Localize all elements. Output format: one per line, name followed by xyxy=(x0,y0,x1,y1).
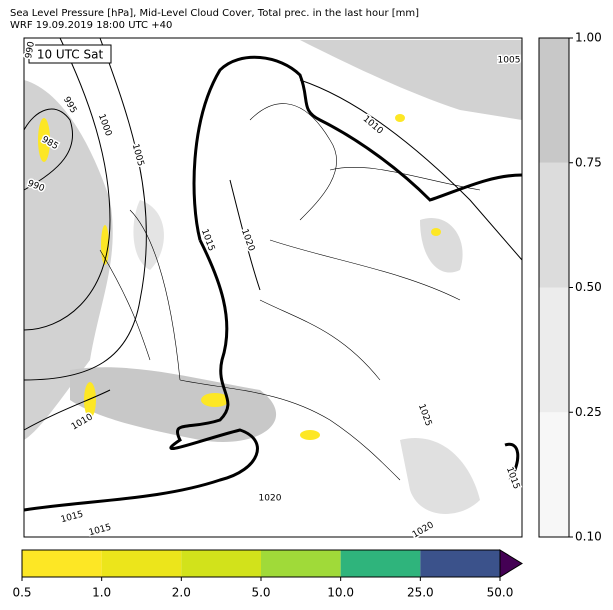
colorbar-tick-label: 25.0 xyxy=(407,586,434,600)
cloud-cover xyxy=(24,40,522,514)
title: Sea Level Pressure [hPa], Mid-Level Clou… xyxy=(10,8,419,19)
colorbar-segment xyxy=(340,550,421,577)
colorbar-segment xyxy=(539,412,569,537)
time-label: 10 UTC Sat xyxy=(37,48,104,62)
precipitation xyxy=(38,114,441,440)
colorbar-segment xyxy=(539,38,569,163)
map-frame xyxy=(23,37,523,538)
subtitle: WRF 19.09.2019 18:00 UTC +40 xyxy=(10,20,172,31)
colorbar-tick-label: 0.10 xyxy=(575,530,602,544)
precip-colorbar: 0.5 1.0 2.0 5.0 10.0 25.0 50.0 xyxy=(12,549,523,600)
time-label-box xyxy=(28,44,112,64)
colorbar-segment xyxy=(101,550,182,577)
colorbar-tick-label: 0.50 xyxy=(575,280,602,294)
isobar-label: 1020 xyxy=(259,494,282,504)
colorbar-tick-label: 1.00 xyxy=(575,31,602,45)
colorbar-extension xyxy=(499,549,523,578)
colorbar-tick-label: 1.0 xyxy=(92,586,111,600)
colorbar-segment xyxy=(261,550,341,577)
colorbar-segment xyxy=(420,550,500,577)
colorbar-tick-label: 5.0 xyxy=(251,586,270,600)
isobars xyxy=(23,37,523,431)
cloud-colorbar: 0.10 0.25 0.50 0.75 1.00 xyxy=(538,31,602,544)
colorbar-tick-label: 10.0 xyxy=(327,586,354,600)
colorbar-tick-label: 0.5 xyxy=(12,586,31,600)
colorbar-segment xyxy=(539,287,569,413)
colorbar-tick-label: 0.75 xyxy=(575,155,602,169)
colorbar-segment xyxy=(539,162,569,288)
isobar-label: 1005 xyxy=(498,56,521,66)
colorbar-tick-label: 0.25 xyxy=(575,405,602,419)
colorbar-tick-label: 2.0 xyxy=(172,586,191,600)
colorbar-segment xyxy=(22,550,102,577)
colorbar-tick-label: 50.0 xyxy=(487,586,514,600)
isobar-1015 xyxy=(23,55,523,512)
isobar-label: 990 xyxy=(24,40,37,59)
colorbar-segment xyxy=(181,550,261,577)
